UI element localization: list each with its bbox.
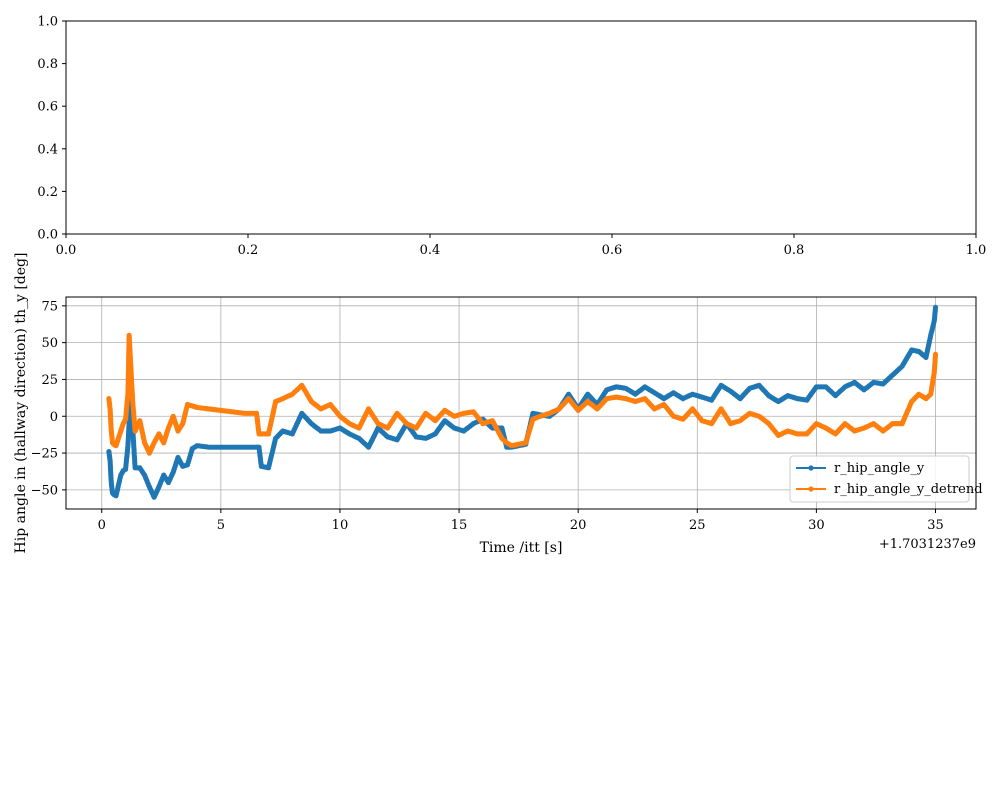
y-tick-label: 0 <box>50 410 58 425</box>
y-tick-label: 50 <box>41 336 58 351</box>
top-y-tick-label: 1.0 <box>37 15 58 30</box>
y-axis-label: Hip angle in (hallway direction) th_y [d… <box>13 253 29 554</box>
x-tick-label: 20 <box>570 518 587 533</box>
y-tick-label: −25 <box>31 447 58 462</box>
legend-marker-r-hip-angle-y-detrend <box>808 486 814 492</box>
top-y-tick-label: 0.6 <box>37 100 58 115</box>
top-x-ticks: 0.0 0.2 0.4 0.6 0.8 1.0 <box>56 234 987 258</box>
series-markers-r-hip-angle-y-detrend <box>106 332 939 456</box>
x-axis-label: Time /itt [s] <box>480 540 563 556</box>
y-tick-label: 25 <box>41 373 58 388</box>
legend-label-r-hip-angle-y: r_hip_angle_y <box>834 461 925 476</box>
top-y-tick-label: 0.8 <box>37 57 58 72</box>
x-tick-label: 0 <box>98 518 106 533</box>
top-plot-area <box>66 21 976 234</box>
grid-lines <box>66 297 976 509</box>
x-tick-label: 30 <box>808 518 825 533</box>
series-layer <box>106 304 939 500</box>
top-x-tick-label: 0.0 <box>56 243 77 258</box>
legend: r_hip_angle_y r_hip_angle_y_detrend <box>789 455 983 503</box>
bottom-x-ticks: 0 5 10 15 20 25 30 35 <box>98 509 944 533</box>
x-tick-label: 35 <box>927 518 944 533</box>
bottom-y-ticks: −50 −25 0 25 50 75 <box>31 299 66 498</box>
x-tick-label: 25 <box>689 518 706 533</box>
top-x-tick-label: 0.4 <box>420 243 441 258</box>
top-y-tick-label: 0.4 <box>37 142 58 157</box>
series-r-hip-angle-y-detrend <box>106 332 939 456</box>
data-point <box>932 351 939 357</box>
bottom-axes-frame <box>65 296 977 510</box>
top-axes: 0.0 0.2 0.4 0.6 0.8 1.0 0.0 0.2 0.4 0.6 0.8 1.0 <box>37 15 986 259</box>
bottom-axes: 0 5 10 15 20 25 30 35 −50 −25 0 25 50 75 Time /itt [… <box>13 253 983 556</box>
legend-label-r-hip-angle-y-detrend: r_hip_angle_y_detrend <box>834 482 983 497</box>
y-tick-label: 75 <box>41 299 58 314</box>
top-y-tick-label: 0.2 <box>37 185 58 200</box>
legend-marker-r-hip-angle-y <box>808 465 814 471</box>
top-y-tick-label: 0.0 <box>37 228 58 243</box>
y-tick-label: −50 <box>31 483 58 498</box>
top-y-ticks: 0.0 0.2 0.4 0.6 0.8 1.0 <box>37 15 66 243</box>
legend-box <box>789 455 970 503</box>
data-point <box>932 304 939 310</box>
top-x-tick-label: 0.8 <box>784 243 805 258</box>
x-offset-label: +1.7031237e9 <box>879 537 976 552</box>
x-tick-label: 5 <box>217 518 225 533</box>
top-x-tick-label: 0.6 <box>602 243 623 258</box>
x-tick-label: 10 <box>332 518 349 533</box>
x-tick-label: 15 <box>451 518 468 533</box>
top-x-tick-label: 0.2 <box>238 243 259 258</box>
top-x-tick-label: 1.0 <box>966 243 987 258</box>
top-axes-frame <box>65 20 977 235</box>
